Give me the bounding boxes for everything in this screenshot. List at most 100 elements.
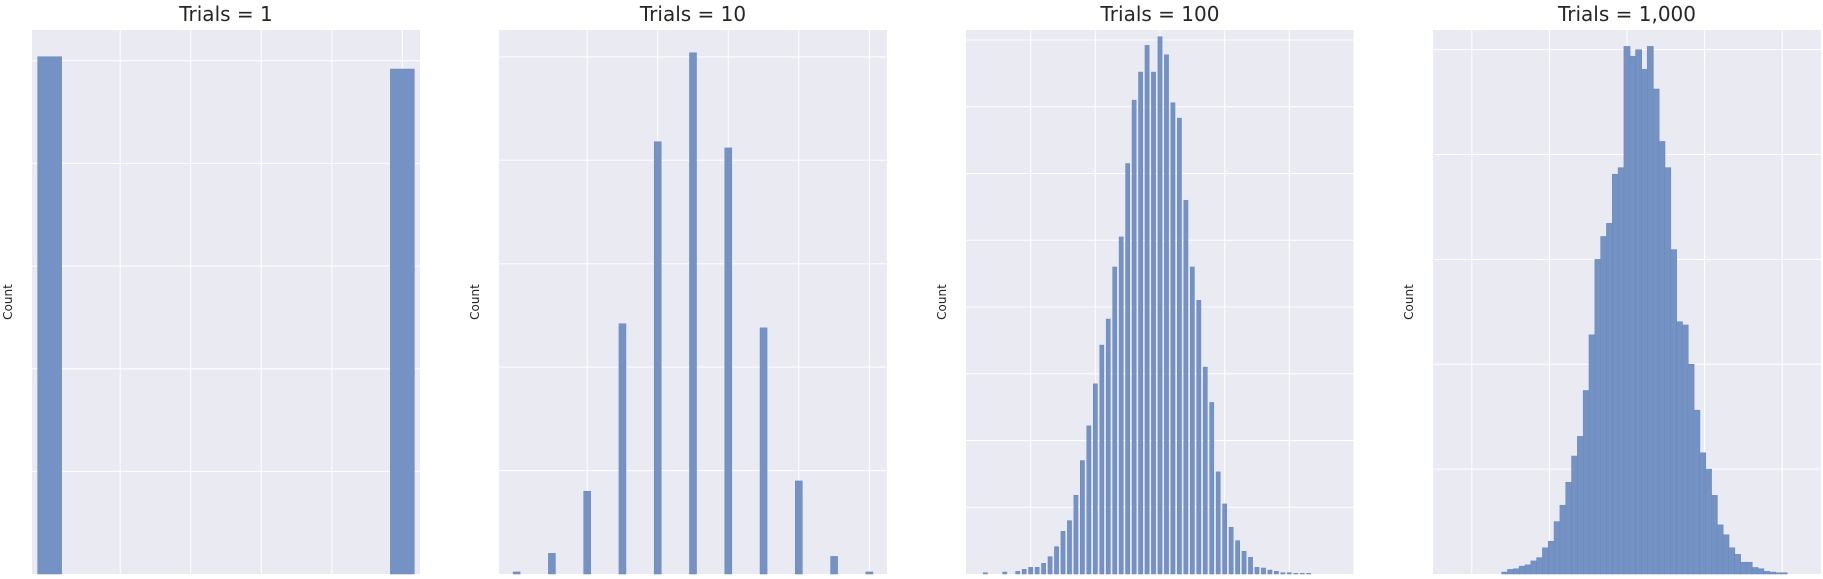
histogram-bar <box>583 491 591 575</box>
histogram-bar <box>1021 569 1027 575</box>
histogram-bar <box>1716 524 1724 575</box>
histogram-bar <box>1228 527 1234 575</box>
histogram-bar <box>1112 266 1118 575</box>
histogram-bar <box>1722 534 1730 575</box>
histogram-bar <box>1118 236 1124 575</box>
panel-title: Trials = 1,000 <box>1557 2 1696 26</box>
histogram-bar <box>1530 560 1538 575</box>
histogram-bar <box>1041 563 1046 575</box>
histogram-bar <box>1209 402 1215 575</box>
histogram-bar <box>1681 324 1689 575</box>
y-axis-label: Count <box>468 284 482 320</box>
histogram-bar <box>1769 571 1776 575</box>
histogram-bar <box>1710 495 1718 575</box>
histogram-bar <box>1577 436 1584 575</box>
histogram-bar <box>1002 571 1008 575</box>
histogram-bar <box>1183 199 1189 575</box>
histogram-bar <box>1763 571 1771 575</box>
histogram-bar <box>1676 321 1683 575</box>
histogram-bar <box>1612 173 1619 575</box>
plot-area <box>32 30 420 574</box>
histogram-bar <box>1280 572 1286 575</box>
histogram-bar <box>1060 531 1066 575</box>
histogram-bar <box>1600 236 1608 575</box>
y-axis-label: Count <box>935 284 949 320</box>
histogram-bar <box>1047 556 1053 575</box>
histogram-bar <box>1536 557 1544 575</box>
histogram-bar <box>1015 571 1021 575</box>
histogram-bar <box>653 141 662 575</box>
histogram-bar <box>1138 71 1143 575</box>
histogram-bar <box>1646 46 1654 575</box>
histogram-bar <box>1267 569 1273 575</box>
histogram-bar <box>1699 452 1707 575</box>
histogram-bar <box>1513 568 1520 575</box>
histogram-bar <box>1235 540 1240 575</box>
y-axis-label: Count <box>1402 284 1416 320</box>
histogram-bar <box>1728 547 1736 575</box>
histogram-bar <box>1248 557 1253 575</box>
histogram-bar <box>1542 547 1549 575</box>
chart-panel-4: Trials = 1,000 Count <box>1402 2 1821 575</box>
histogram-bar <box>1177 117 1182 575</box>
histogram-bar <box>1086 425 1092 575</box>
histogram-bar <box>1151 71 1156 575</box>
histogram-bar <box>1582 390 1590 575</box>
histogram-bar <box>1105 318 1111 575</box>
histogram-bar <box>1623 46 1631 575</box>
histogram-bar <box>1745 561 1753 575</box>
histogram-bar <box>1740 561 1747 575</box>
histogram-bar <box>795 480 803 575</box>
histogram-bar <box>1261 567 1266 575</box>
histogram-bar <box>390 68 415 575</box>
histogram-bar <box>1306 573 1312 575</box>
histogram-bar <box>1144 45 1150 575</box>
histogram-bar <box>1547 540 1555 575</box>
histogram-bar <box>1131 99 1137 575</box>
histogram-bar <box>1687 364 1695 575</box>
histogram-bar <box>1664 167 1672 575</box>
panel-title: Trials = 1 <box>178 2 273 26</box>
chart-panel-1: Trials = 1 Count <box>1 2 420 575</box>
histogram-bar <box>1565 481 1573 575</box>
histogram-bar <box>1067 520 1072 575</box>
histogram-bar <box>618 323 627 575</box>
histogram-bar <box>1501 571 1509 575</box>
histogram-bar <box>1254 567 1260 575</box>
histogram-bar <box>1774 572 1782 575</box>
histogram-bar <box>1092 383 1098 575</box>
histogram-bar <box>1157 36 1163 575</box>
histogram-bar <box>1734 554 1741 575</box>
histogram-bar <box>1518 565 1526 575</box>
histogram-bar <box>830 556 838 575</box>
histogram-bar <box>1241 551 1247 575</box>
histogram-bar <box>1170 102 1176 575</box>
histogram-bar <box>865 571 874 575</box>
histogram-bar <box>1299 573 1305 575</box>
histogram-bar <box>1274 571 1279 575</box>
histogram-bar <box>1164 54 1169 575</box>
histogram-bar <box>548 553 556 575</box>
histogram-bar <box>983 572 988 575</box>
histogram-bar <box>1617 167 1625 575</box>
histogram-bar <box>1751 567 1759 575</box>
histogram-bar <box>1559 504 1567 575</box>
histogram-bar <box>512 571 521 575</box>
histogram-bar <box>1080 460 1085 575</box>
histogram-bar <box>1629 55 1637 575</box>
histogram-bar <box>1524 564 1532 575</box>
histogram-bar <box>1202 366 1208 575</box>
y-axis-label: Count <box>1 284 15 320</box>
chart-panel-3: Trials = 100 Count <box>935 2 1355 575</box>
chart-panel-2: Trials = 10 Count <box>468 2 887 575</box>
panel-title: Trials = 10 <box>639 2 746 26</box>
histogram-bar <box>1635 49 1643 575</box>
histogram-bar <box>1594 259 1602 575</box>
histogram-bar <box>1215 471 1221 575</box>
histogram-bar <box>1588 334 1596 575</box>
histogram-bar <box>1641 69 1648 575</box>
histogram-bar <box>1553 521 1561 575</box>
histogram-bar <box>1099 344 1105 575</box>
histogram-bar <box>1189 266 1195 575</box>
